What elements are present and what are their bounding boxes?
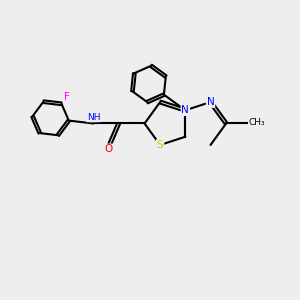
Text: NH: NH [87,112,101,122]
Text: O: O [104,144,112,154]
Text: F: F [64,92,69,102]
Text: CH₃: CH₃ [249,118,265,127]
Text: N: N [182,105,189,115]
Text: N: N [207,97,214,107]
Text: S: S [157,140,164,150]
